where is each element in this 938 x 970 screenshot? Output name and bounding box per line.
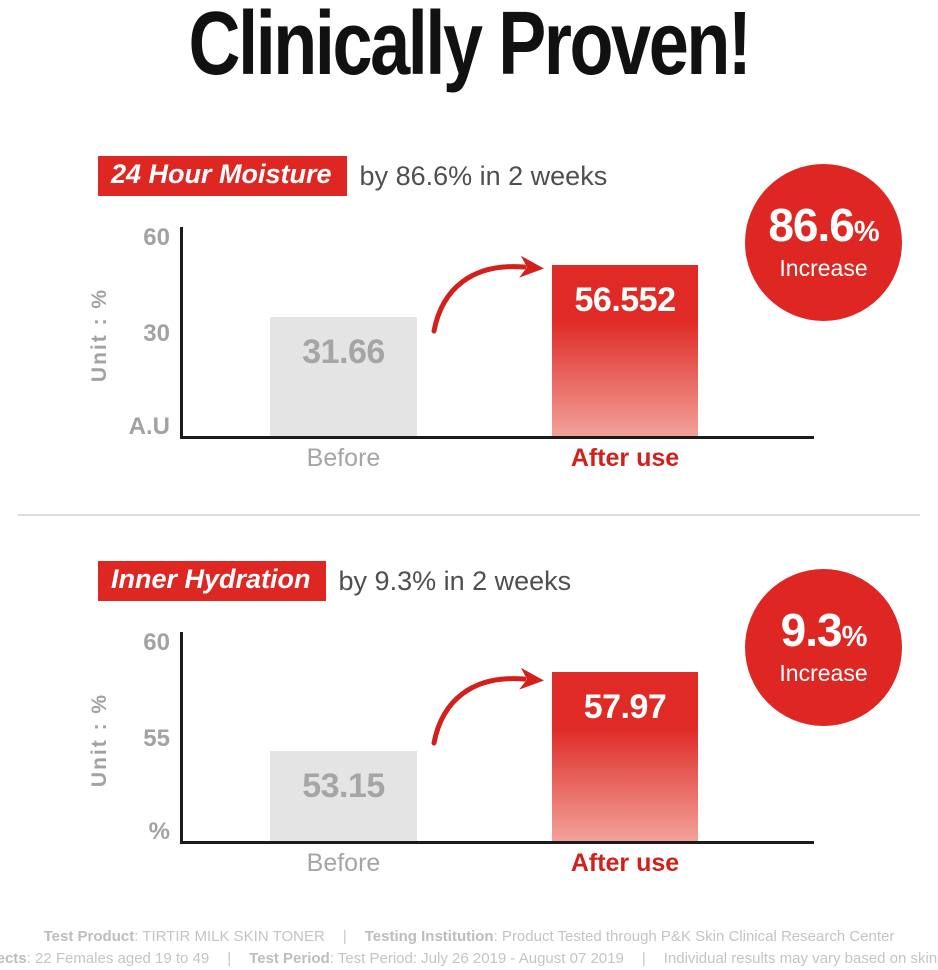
increase-arrow-icon	[431, 667, 544, 746]
section-title-pill: Inner Hydration	[98, 561, 326, 601]
increase-badge: 9.3% Increase	[745, 569, 902, 726]
y-axis-line	[180, 632, 183, 843]
y-tick-55: 55	[143, 725, 170, 752]
increase-badge-label: Increase	[779, 660, 868, 686]
test-period-value: : Test Period: July 26 2019 - August 07 …	[329, 950, 624, 967]
footer-disclaimer: Individual results may vary based on ski…	[663, 950, 938, 967]
y-tick-60: 60	[143, 224, 170, 251]
testing-institution-label: Testing Institution	[364, 928, 494, 945]
after-use-label: After use	[570, 444, 680, 472]
after-bar: 56.552	[552, 265, 698, 436]
section-title-pill: 24 Hour Moisture	[98, 156, 347, 196]
y-tick-30: 30	[143, 320, 170, 347]
increase-badge-value: 86.6%	[768, 202, 880, 254]
subjects-label: Subjects	[0, 950, 27, 967]
subjects-value: : 22 Females aged 19 to 49	[26, 950, 210, 967]
page-title: Clinically Proven!	[188, 0, 752, 94]
before-bar-value: 53.15	[302, 767, 385, 805]
section-subtitle: by 9.3% in 2 weeks	[338, 565, 572, 596]
footer-separator: |	[227, 950, 232, 967]
after-bar: 57.97	[552, 672, 698, 841]
section-divider	[18, 514, 920, 516]
before-bar: 53.15	[270, 751, 417, 841]
y-tick-percent: %	[148, 818, 170, 845]
after-bar-value: 57.97	[583, 688, 667, 726]
chart-section-inner-hydration: Inner Hydration by 9.3% in 2 weeks Unit …	[0, 555, 938, 915]
increase-badge: 86.6% Increase	[745, 164, 902, 321]
before-label: Before	[306, 444, 381, 472]
percent-sign: %	[841, 621, 868, 653]
x-axis-line	[180, 436, 814, 439]
footer-line-2: Subjects: 22 Females aged 19 to 49 | Test …	[0, 950, 938, 967]
increase-arrow-icon	[431, 255, 544, 334]
before-bar-value: 31.66	[302, 333, 385, 371]
test-product-label: Test Product	[43, 928, 135, 945]
x-axis-line	[180, 841, 814, 844]
after-use-label: After use	[570, 849, 680, 877]
after-bar-value: 56.552	[574, 281, 677, 319]
section-header: Inner Hydration by 9.3% in 2 weeks	[98, 561, 571, 601]
footer-separator: |	[342, 928, 347, 945]
test-period-label: Test Period	[249, 950, 330, 967]
before-bar: 31.66	[270, 317, 417, 436]
percent-sign: %	[853, 216, 880, 248]
before-label: Before	[306, 849, 381, 877]
y-axis-line	[180, 227, 183, 438]
section-subtitle: by 86.6% in 2 weeks	[359, 160, 608, 191]
increase-percent-number: 9.3	[780, 604, 843, 656]
footer-line-1: Test Product: TIRTIR MILK SKIN TONER | Tes…	[44, 928, 895, 945]
testing-institution-value: : Product Tested through P&K Skin Clinic…	[493, 928, 895, 945]
increase-badge-value: 9.3%	[781, 607, 868, 659]
increase-percent-number: 86.6	[768, 199, 855, 251]
increase-badge-label: Increase	[779, 255, 868, 281]
footer-separator: |	[641, 950, 646, 967]
y-tick-au: A.U	[128, 413, 170, 440]
section-header: 24 Hour Moisture by 86.6% in 2 weeks	[98, 156, 607, 196]
chart-section-24-hour-moisture: 24 Hour Moisture by 86.6% in 2 weeks Uni…	[0, 150, 938, 510]
y-tick-60: 60	[143, 629, 170, 656]
test-product-value: : TIRTIR MILK SKIN TONER	[134, 928, 325, 945]
